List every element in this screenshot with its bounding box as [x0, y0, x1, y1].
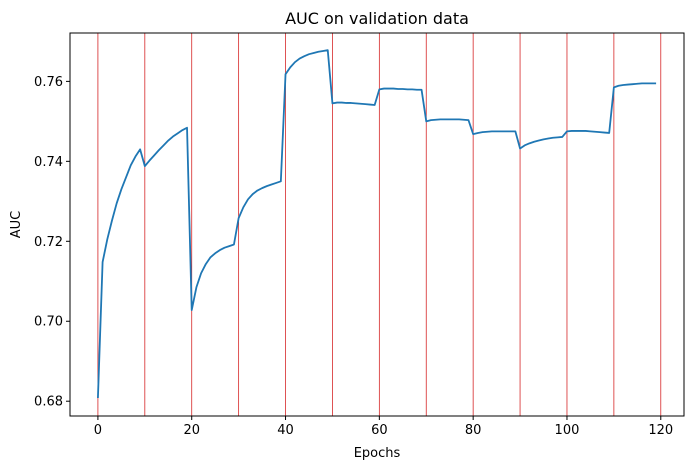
- y-tick-label-1: 0.70: [34, 315, 63, 330]
- plot-background: [70, 33, 684, 416]
- x-axis-label: Epochs: [354, 446, 401, 461]
- y-tick-label-3: 0.74: [34, 155, 63, 170]
- x-tick-label-6: 120: [648, 423, 673, 438]
- x-tick-label-0: 0: [94, 423, 102, 438]
- x-tick-label-3: 60: [371, 423, 388, 438]
- x-tick-label-1: 20: [183, 423, 200, 438]
- x-tick-label-2: 40: [277, 423, 294, 438]
- y-tick-label-0: 0.68: [34, 395, 63, 410]
- y-tick-label-4: 0.76: [34, 75, 63, 90]
- x-tick-label-5: 100: [555, 423, 580, 438]
- y-tick-label-2: 0.72: [34, 235, 63, 250]
- chart-title: AUC on validation data: [285, 9, 469, 28]
- series-line-0: [97, 49, 657, 399]
- y-axis-ticks: 0.68 0.70 0.72 0.74 0.76: [34, 75, 70, 410]
- x-tick-label-4: 80: [465, 423, 482, 438]
- plot-frame: [69, 32, 685, 417]
- x-axis-ticks: 0 20 40 60 80 100 120: [94, 416, 673, 438]
- series-group: [97, 49, 657, 399]
- y-axis-label: AUC: [9, 211, 24, 239]
